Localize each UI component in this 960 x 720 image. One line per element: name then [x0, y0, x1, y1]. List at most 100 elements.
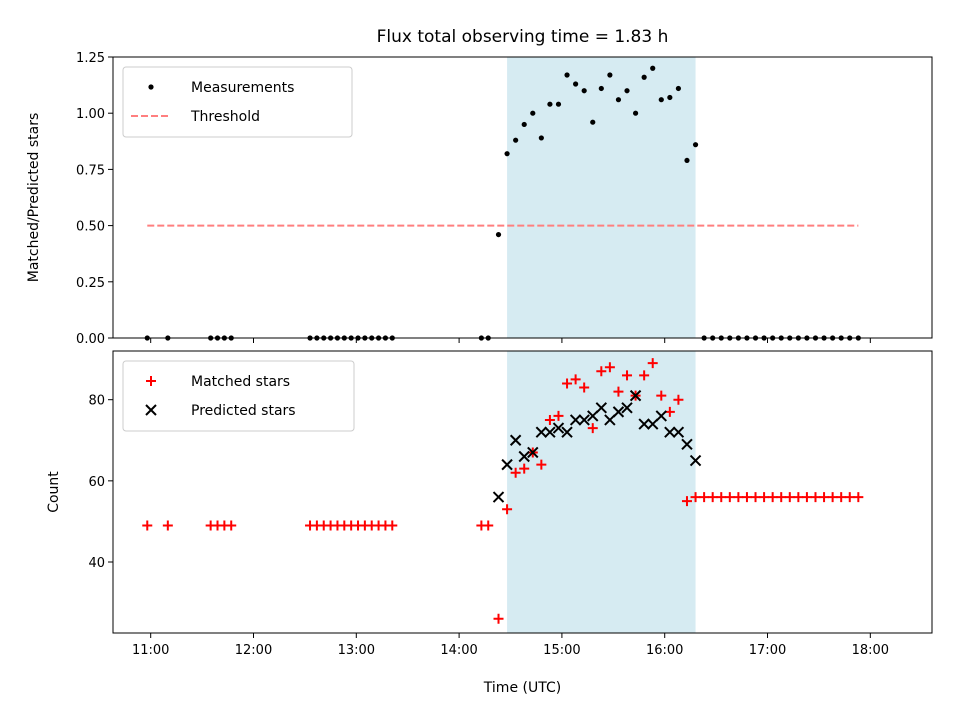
legend-box [122, 360, 355, 432]
top-y-axis: 0.00 0.25 0.50 0.75 1.00 1.25 [76, 51, 113, 347]
data-point [570, 374, 581, 385]
x-axis-label: Time (UTC) [483, 680, 561, 696]
x-tick-label: 18:00 [852, 643, 889, 658]
data-point [741, 492, 752, 503]
data-point [689, 454, 702, 467]
data-point [690, 492, 701, 503]
top-legend: Measurements Threshold [122, 66, 353, 138]
data-point [495, 231, 502, 238]
legend-label: Predicted stars [191, 403, 296, 419]
data-point [587, 410, 599, 422]
data-point [650, 65, 656, 71]
bottom-plot-frame [112, 350, 933, 634]
data-point [629, 389, 642, 402]
data-point [647, 418, 659, 430]
data-point [699, 492, 710, 503]
data-point [681, 438, 693, 451]
data-point [519, 463, 530, 474]
data-point [776, 492, 787, 503]
data-point [827, 492, 838, 503]
data-point [622, 370, 633, 381]
data-point [667, 94, 673, 101]
legend-label: Measurements [191, 80, 294, 96]
data-point [587, 423, 598, 434]
data-point [724, 492, 735, 503]
legend-label: Threshold [190, 109, 260, 125]
data-point [536, 459, 547, 470]
data-point [527, 446, 539, 459]
data-point [624, 88, 630, 94]
y-tick-label: 0.50 [76, 220, 105, 235]
data-point [639, 370, 650, 381]
data-point [530, 110, 536, 116]
data-point [801, 492, 812, 503]
data-point [604, 414, 616, 426]
data-point [579, 382, 590, 393]
data-point [681, 496, 692, 507]
data-point [535, 426, 548, 438]
x-tick-label: 12:00 [235, 643, 272, 658]
x-tick-label: 15:00 [543, 643, 580, 658]
data-point [502, 504, 513, 515]
data-point [707, 492, 718, 503]
data-point [596, 366, 607, 377]
data-point [492, 491, 505, 503]
data-point [510, 467, 521, 478]
data-point [226, 520, 237, 531]
legend-box [122, 66, 353, 138]
data-point [590, 119, 596, 125]
x-tick-label: 14:00 [440, 643, 477, 658]
y-tick-label: 80 [88, 394, 105, 409]
data-point [569, 414, 582, 426]
data-point [836, 492, 847, 503]
data-point [555, 101, 562, 107]
data-point [675, 85, 682, 92]
data-point [613, 386, 624, 397]
data-point [716, 492, 727, 503]
data-point [142, 520, 153, 531]
data-point [656, 390, 667, 401]
data-point [581, 88, 587, 94]
data-point [547, 101, 553, 107]
data-point [604, 362, 615, 373]
data-point [607, 72, 613, 78]
x-tick-label: 11:00 [132, 643, 169, 658]
data-point [621, 402, 633, 414]
series-matched-stars [142, 358, 864, 624]
data-point [759, 492, 770, 503]
data-point [553, 410, 564, 421]
data-point [673, 394, 684, 405]
data-point [844, 492, 855, 503]
legend-label: Matched stars [191, 374, 290, 390]
data-point [493, 613, 504, 624]
data-point [615, 97, 622, 103]
data-point [658, 97, 664, 103]
y-tick-label: 0.25 [76, 276, 105, 291]
data-point [521, 121, 527, 128]
data-point [672, 426, 685, 438]
top-y-axis-label: Matched/Predicted stars [26, 113, 42, 283]
data-point [641, 74, 647, 80]
data-point [509, 434, 522, 446]
data-point [684, 157, 690, 164]
y-tick-label: 0.00 [76, 332, 105, 347]
data-point [595, 402, 608, 414]
top-observing-window-shade [507, 57, 696, 338]
data-point [544, 426, 556, 438]
data-point [810, 492, 821, 503]
data-point [538, 135, 544, 141]
series-predicted-stars [492, 389, 702, 503]
bottom-legend: Matched stars Predicted stars [122, 360, 355, 432]
data-point [504, 151, 510, 157]
data-point [513, 137, 519, 143]
data-point [561, 426, 573, 438]
data-point [162, 520, 173, 531]
bottom-y-axis-label: Count [46, 471, 62, 513]
data-point [853, 492, 864, 503]
data-point [819, 492, 830, 503]
x-tick-label: 13:00 [338, 643, 375, 658]
data-point [647, 358, 658, 369]
y-tick-label: 0.75 [76, 163, 105, 178]
top-panel: 0.00 0.25 0.50 0.75 1.00 1.25 Flux total obse… [26, 27, 933, 347]
